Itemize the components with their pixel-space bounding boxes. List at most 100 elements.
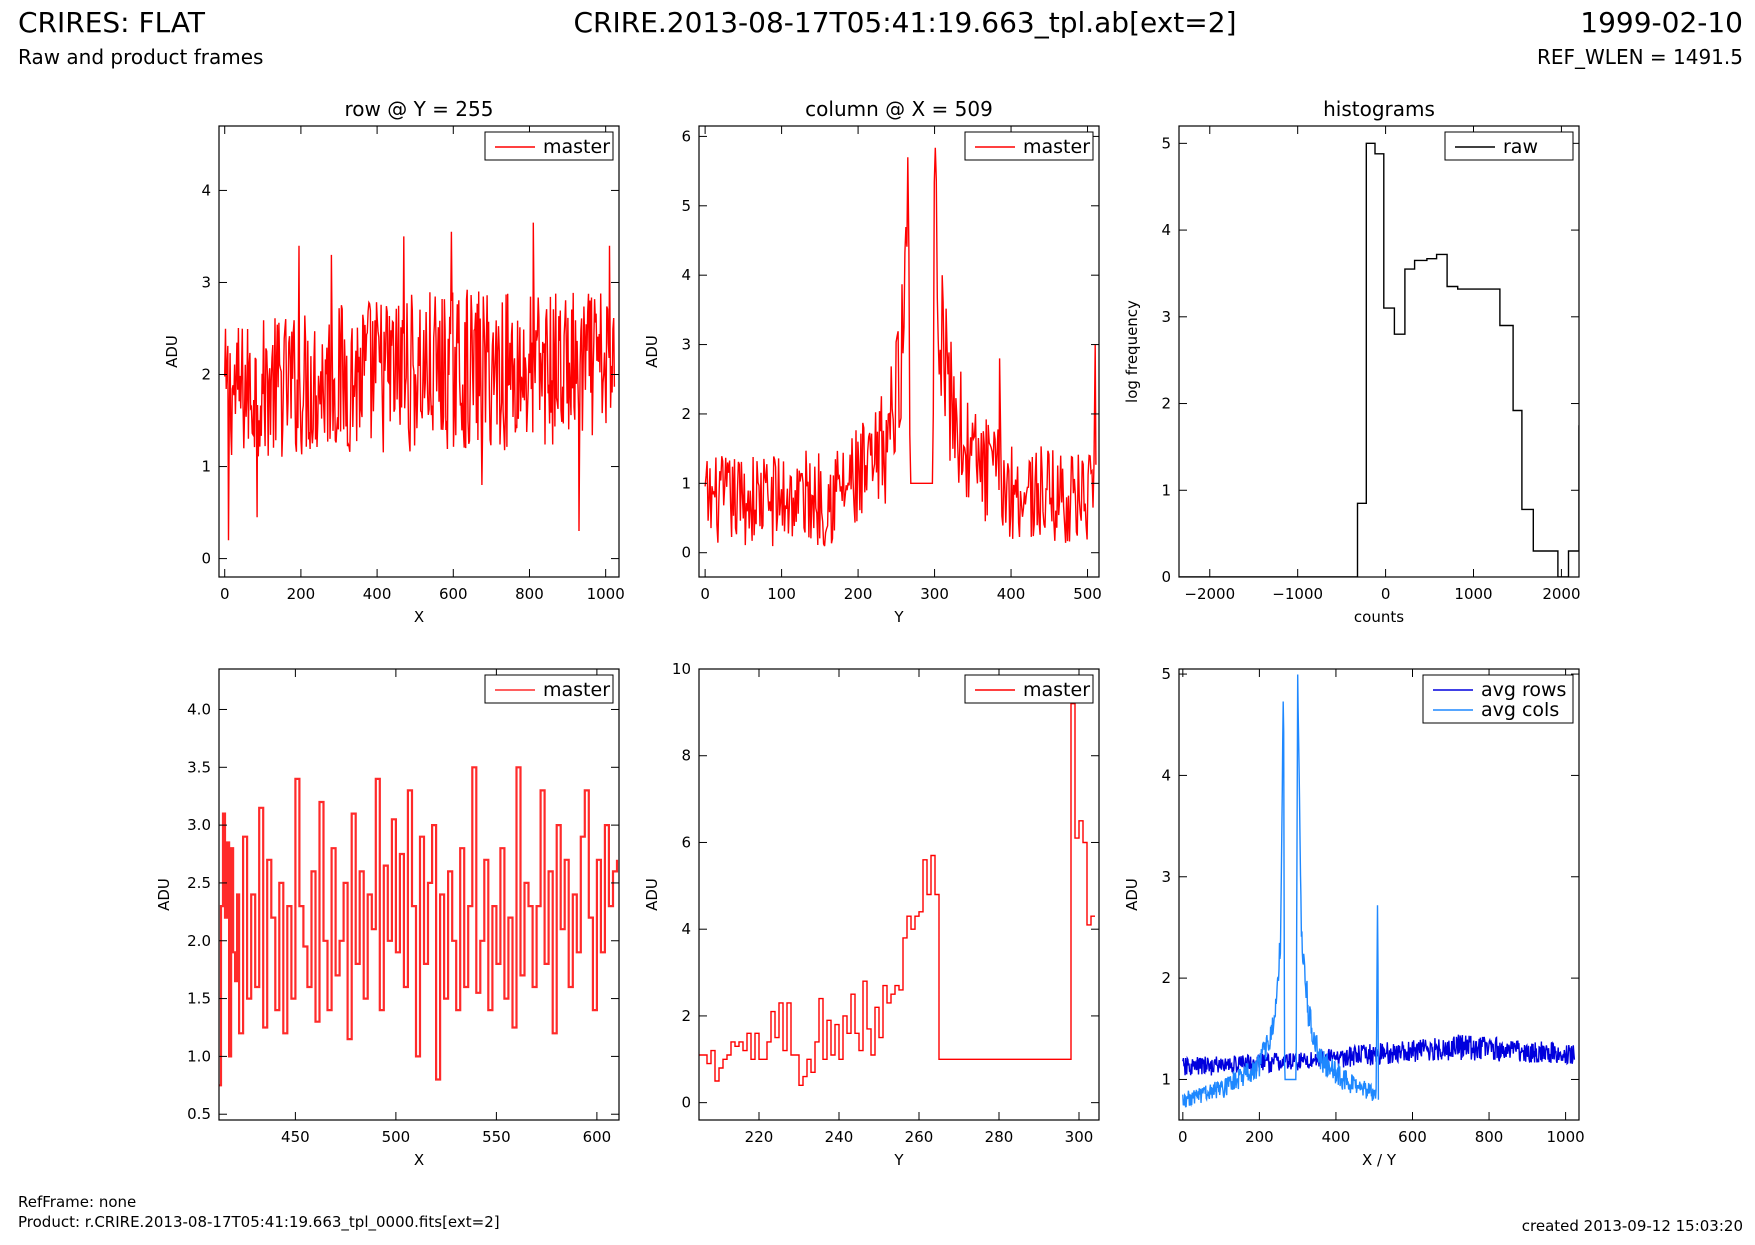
legend-box [1422, 674, 1574, 724]
x-tick-label: 220 [745, 1128, 774, 1146]
x-tick-label: 400 [1322, 1128, 1351, 1146]
y-axis-label: ADU [1123, 878, 1141, 911]
y-tick-label: 1 [1161, 481, 1171, 499]
legend-label: master [1023, 136, 1090, 158]
x-tick-label: 300 [1065, 1128, 1094, 1146]
legend-label: raw [1503, 136, 1538, 158]
figure-subtitle: Raw and product frames [18, 45, 264, 69]
observation-date: 1999-02-10 [1580, 6, 1743, 39]
y-tick-label: 8 [681, 747, 691, 765]
figure-title: CRIRES: FLAT [18, 6, 205, 39]
x-tick-label: 260 [905, 1128, 934, 1146]
legend-box [964, 674, 1094, 704]
x-tick-label: 300 [920, 585, 949, 603]
y-tick-label: 2 [681, 405, 691, 423]
x-tick-label: 0 [1381, 585, 1391, 603]
plot-frame [698, 125, 1100, 578]
chart-p2: 0 100 200 300 400 500 0 1 2 3 4 5 6 column @ X = 509 Y… [643, 97, 1102, 626]
series-line-master [224, 222, 616, 541]
series-line-raw [1179, 142, 1579, 577]
y-axis-label: ADU [163, 335, 181, 368]
legend-label: avg cols [1481, 699, 1559, 721]
x-axis-label: Y [893, 608, 904, 626]
created-timestamp: created 2013-09-12 15:03:20 [1521, 1217, 1743, 1235]
x-tick-label: 600 [1398, 1128, 1427, 1146]
x-tick-label: −1000 [1272, 585, 1323, 603]
chart-p1: 0 200 400 600 800 1000 0 1 2 3 4 row @ Y = 255 X ADU m… [163, 97, 625, 626]
refframe-label: RefFrame: none [18, 1193, 137, 1211]
y-tick-label: 2 [1161, 395, 1171, 413]
y-tick-label: 4 [201, 181, 211, 199]
x-tick-label: 1000 [587, 585, 625, 603]
file-name: CRIRE.2013-08-17T05:41:19.663_tpl.ab[ext… [573, 6, 1237, 39]
x-tick-label: −2000 [1184, 585, 1235, 603]
product-label: Product: r.CRIRE.2013-08-17T05:41:19.663… [18, 1213, 500, 1231]
x-tick-label: 800 [1475, 1128, 1504, 1146]
legend-label: master [543, 136, 610, 158]
chart-p5: 220 240 260 280 300 0 2 4 6 8 10 Y ADU master [643, 660, 1100, 1169]
x-tick-label: 450 [281, 1128, 310, 1146]
y-tick-label: 6 [681, 127, 691, 145]
y-tick-label: 4 [681, 266, 691, 284]
y-tick-label: 4 [681, 920, 691, 938]
plot-frame [1178, 668, 1580, 1121]
x-tick-label: 240 [825, 1128, 854, 1146]
x-tick-label: 0 [1178, 1128, 1188, 1146]
plot-frame [218, 125, 620, 578]
y-axis-label: ADU [155, 878, 173, 911]
y-tick-label: 10 [672, 660, 691, 678]
y-tick-label: 1 [681, 474, 691, 492]
x-tick-label: 550 [482, 1128, 511, 1146]
chart-p6: 0 200 400 600 800 1000 1 2 3 4 5 X / Y ADU avg rowsav… [1123, 665, 1585, 1169]
plot-title: row @ Y = 255 [345, 97, 494, 121]
legend-box [964, 131, 1094, 161]
y-tick-label: 2 [1161, 969, 1171, 987]
x-tick-label: 100 [767, 585, 796, 603]
plot-title: column @ X = 509 [805, 97, 993, 121]
y-tick-label: 3.0 [187, 816, 211, 834]
chart-p3: −2000 −1000 0 1000 2000 0 1 2 3 4 5 histograms count… [1123, 97, 1581, 626]
x-axis-label: X / Y [1362, 1151, 1397, 1169]
y-axis-label: ADU [643, 335, 661, 368]
plot-frame [218, 668, 620, 1121]
legend-box [484, 674, 614, 704]
y-tick-label: 0 [681, 1094, 691, 1112]
y-tick-label: 5 [681, 197, 691, 215]
y-tick-label: 2 [681, 1007, 691, 1025]
y-axis-label: log frequency [1123, 300, 1141, 403]
x-tick-label: 500 [382, 1128, 411, 1146]
x-axis-label: counts [1354, 608, 1404, 626]
x-tick-label: 600 [583, 1128, 612, 1146]
x-tick-label: 400 [363, 585, 392, 603]
y-tick-label: 6 [681, 833, 691, 851]
plot-frame [698, 668, 1100, 1121]
y-tick-label: 4 [1161, 766, 1171, 784]
y-tick-label: 0 [1161, 568, 1171, 586]
y-tick-label: 3 [1161, 308, 1171, 326]
x-axis-label: X [414, 608, 424, 626]
x-tick-label: 0 [220, 585, 230, 603]
y-tick-label: 1 [201, 458, 211, 476]
y-tick-label: 4.0 [187, 700, 211, 718]
y-axis-label: ADU [643, 878, 661, 911]
y-tick-label: 5 [1161, 134, 1171, 152]
x-tick-label: 1000 [1547, 1128, 1585, 1146]
x-axis-label: X [414, 1151, 424, 1169]
y-tick-label: 1 [1161, 1070, 1171, 1088]
x-tick-label: 200 [844, 585, 873, 603]
y-tick-label: 1.0 [187, 1047, 211, 1065]
legend-label: avg rows [1481, 679, 1566, 701]
y-tick-label: 4 [1161, 221, 1171, 239]
plot-frame [1178, 125, 1580, 578]
x-tick-label: 500 [1073, 585, 1102, 603]
y-tick-label: 0 [681, 544, 691, 562]
x-axis-label: Y [893, 1151, 904, 1169]
legend-label: master [1023, 679, 1090, 701]
x-tick-label: 400 [997, 585, 1026, 603]
y-tick-label: 3 [201, 273, 211, 291]
y-tick-label: 3.5 [187, 758, 211, 776]
x-tick-label: 0 [700, 585, 710, 603]
y-tick-label: 3 [1161, 868, 1171, 886]
x-tick-label: 1000 [1454, 585, 1492, 603]
x-tick-label: 600 [439, 585, 468, 603]
